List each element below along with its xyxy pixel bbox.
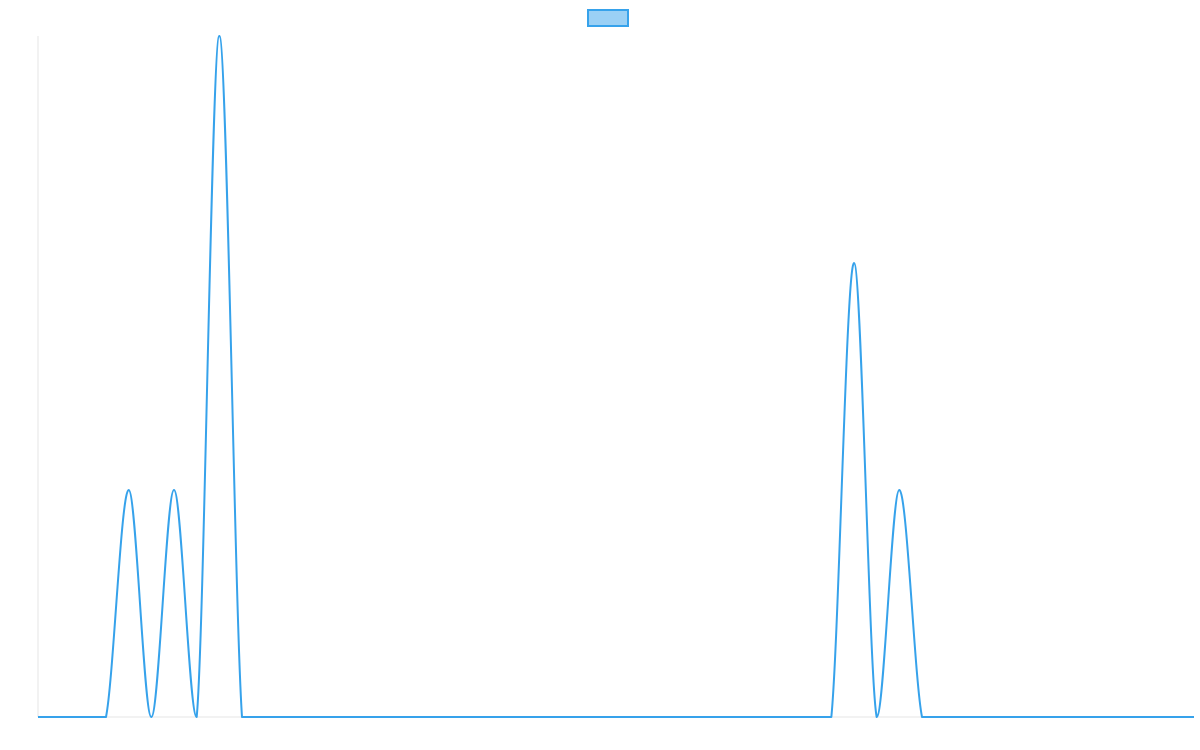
series-line-0 xyxy=(37,35,1194,719)
legend-swatch xyxy=(587,9,629,27)
